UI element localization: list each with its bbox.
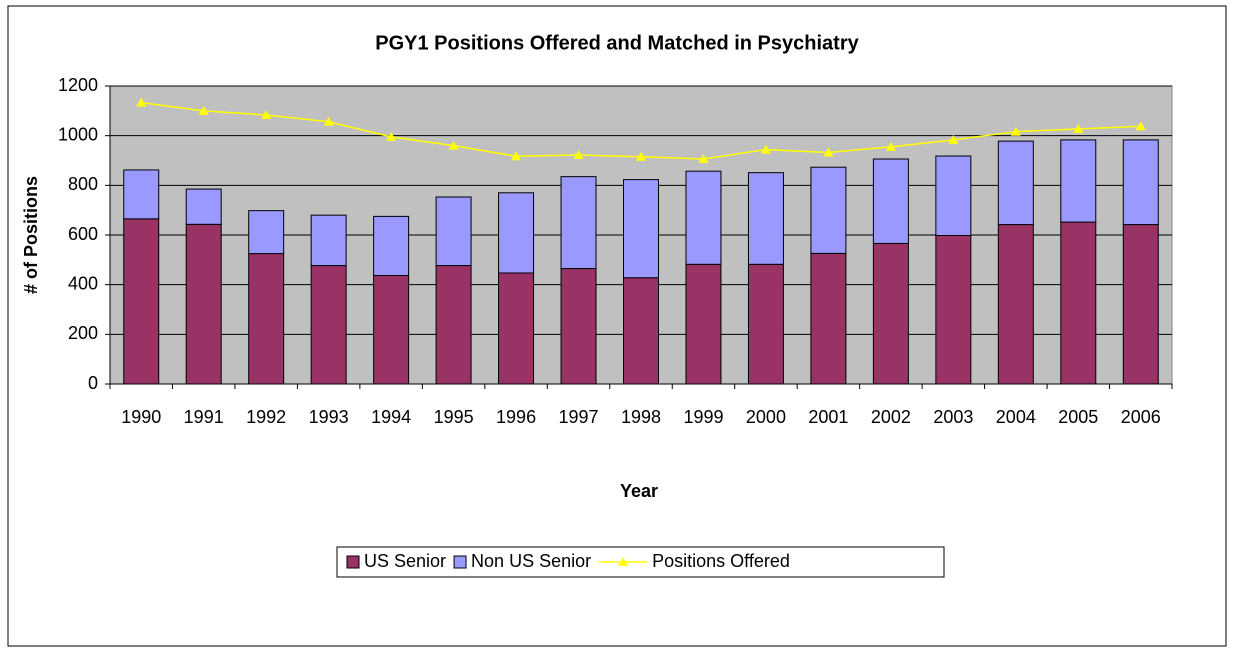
x-tick-label: 1994: [371, 407, 411, 427]
line-marker: [760, 144, 771, 154]
y-tick-label: 1200: [58, 75, 98, 95]
bar: [1060, 221, 1097, 385]
bar: [123, 169, 160, 220]
x-tick-label: 2001: [808, 407, 848, 427]
bar: [560, 176, 597, 270]
bar: [1122, 224, 1159, 385]
legend-label: Non US Senior: [471, 551, 591, 571]
x-tick-label: 2003: [933, 407, 973, 427]
chart-title: PGY1 Positions Offered and Matched in Ps…: [375, 32, 859, 54]
line-marker: [573, 150, 584, 160]
bar: [872, 242, 909, 385]
bar: [310, 214, 347, 267]
x-tick-label: 2000: [746, 407, 786, 427]
y-tick-label: 0: [88, 373, 98, 393]
line-marker: [448, 140, 459, 150]
bar: [185, 188, 222, 225]
y-tick-label: 200: [68, 323, 98, 343]
line-marker: [948, 134, 959, 144]
line-marker: [1073, 123, 1084, 133]
x-tick-label: 1990: [121, 407, 161, 427]
legend-swatch: [453, 555, 467, 569]
bar: [997, 140, 1034, 226]
bar: [997, 224, 1034, 385]
line-marker: [261, 110, 272, 120]
bar: [560, 268, 597, 385]
bar: [435, 265, 472, 385]
x-tick-label: 2005: [1058, 407, 1098, 427]
legend-swatch: [346, 555, 360, 569]
bar: [1060, 139, 1097, 223]
bar: [810, 252, 847, 385]
y-axis-title: # of Positions: [21, 176, 41, 294]
bar: [498, 272, 535, 385]
bar: [373, 274, 410, 385]
x-tick-label: 1998: [621, 407, 661, 427]
x-tick-label: 1995: [434, 407, 474, 427]
bar: [935, 234, 972, 385]
x-tick-label: 2002: [871, 407, 911, 427]
line-marker: [511, 151, 522, 161]
bar: [810, 166, 847, 254]
y-tick-label: 400: [68, 273, 98, 293]
x-tick-label: 1993: [309, 407, 349, 427]
line-marker: [823, 147, 834, 157]
y-tick-label: 1000: [58, 124, 98, 144]
bar: [435, 196, 472, 267]
line-marker: [885, 141, 896, 151]
x-axis-title: Year: [620, 481, 658, 501]
bar: [185, 223, 222, 385]
line-marker: [198, 105, 209, 115]
x-tick-label: 1996: [496, 407, 536, 427]
legend-label: US Senior: [364, 551, 446, 571]
bar: [747, 263, 784, 385]
x-tick-label: 1992: [246, 407, 286, 427]
line-marker: [323, 116, 334, 126]
line-marker: [698, 154, 709, 164]
y-tick-label: 800: [68, 174, 98, 194]
bar: [310, 265, 347, 385]
line-marker: [636, 151, 646, 161]
line-marker: [386, 131, 397, 141]
bar: [872, 158, 909, 244]
bar: [373, 215, 410, 276]
bar: [685, 263, 722, 385]
bar: [747, 172, 784, 265]
bar: [498, 192, 535, 274]
x-tick-label: 1999: [683, 407, 723, 427]
bar: [123, 218, 160, 385]
bar: [935, 155, 972, 236]
line-marker: [1010, 126, 1021, 136]
x-tick-label: 2006: [1121, 407, 1161, 427]
y-tick-label: 600: [68, 224, 98, 244]
bar: [623, 179, 659, 279]
line-marker: [1135, 121, 1146, 131]
legend-label: Positions Offered: [652, 551, 790, 571]
bar: [248, 210, 285, 255]
x-tick-label: 1997: [559, 407, 599, 427]
bar: [248, 253, 285, 385]
x-tick-label: 1991: [184, 407, 224, 427]
bar: [1122, 139, 1159, 226]
bar: [623, 277, 659, 385]
bar: [685, 170, 722, 265]
x-tick-label: 2004: [996, 407, 1036, 427]
legend-marker: [618, 557, 629, 566]
line-marker: [136, 97, 147, 107]
